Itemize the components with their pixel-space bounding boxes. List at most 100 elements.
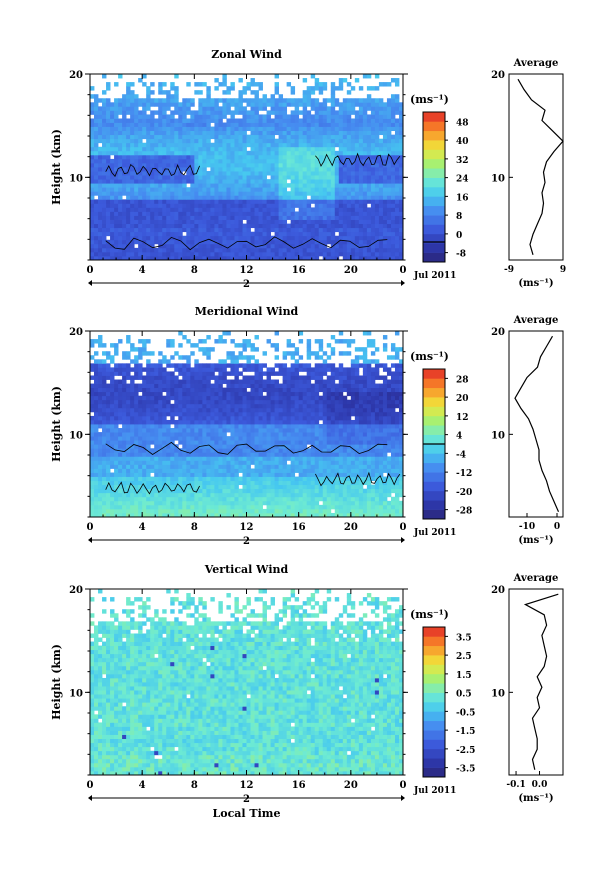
heatmap-cell xyxy=(354,183,360,188)
heatmap-cell xyxy=(90,512,95,518)
heatmap-cell xyxy=(170,154,175,160)
heatmap-cell xyxy=(374,207,380,212)
heatmap-cell xyxy=(370,199,376,204)
heatmap-cell xyxy=(174,110,179,115)
heatmap-cell xyxy=(358,235,364,241)
heatmap-cell xyxy=(398,231,404,237)
heatmap-cell xyxy=(162,432,167,437)
heatmap-cell xyxy=(274,154,279,160)
heatmap-cell xyxy=(394,476,400,482)
heatmap-cell xyxy=(290,203,296,208)
heatmap-cell xyxy=(382,179,388,184)
heatmap-cell xyxy=(266,436,271,441)
heatmap-cell xyxy=(214,106,219,111)
heatmap-cell xyxy=(106,432,111,437)
heatmap-cell xyxy=(378,98,384,103)
heatmap-cell xyxy=(186,428,191,433)
heatmap-cell xyxy=(310,480,316,486)
heatmap-cell xyxy=(374,126,380,132)
heatmap-cell xyxy=(230,110,235,115)
heatmap-cell xyxy=(342,235,348,241)
heatmap-cell xyxy=(258,179,263,184)
heatmap-cell xyxy=(174,223,179,229)
heatmap-cell xyxy=(154,231,159,237)
heatmap-cell xyxy=(122,456,127,461)
heatmap-cell xyxy=(270,98,275,103)
heatmap-cell xyxy=(350,142,356,148)
heatmap-cell xyxy=(242,492,247,498)
heatmap-cell xyxy=(158,460,163,465)
heatmap-cell xyxy=(206,231,211,237)
heatmap-cell xyxy=(154,432,159,437)
heatmap-cell xyxy=(298,247,304,253)
heatmap-cell xyxy=(382,440,388,445)
heatmap-cell xyxy=(206,154,211,160)
heatmap-cell xyxy=(98,223,103,229)
heatmap-cell xyxy=(214,472,219,477)
heatmap-cell xyxy=(386,484,392,490)
heatmap-cell xyxy=(154,492,159,498)
heatmap-cell xyxy=(114,460,119,465)
heatmap-cell xyxy=(106,199,111,204)
heatmap-cell xyxy=(90,167,95,172)
heatmap-cell xyxy=(94,432,99,437)
heatmap-cell xyxy=(166,183,171,188)
heatmap-cell xyxy=(266,154,271,160)
heatmap-cell xyxy=(186,464,191,469)
heatmap-cell xyxy=(338,456,344,461)
heatmap-cell xyxy=(382,82,388,87)
heatmap-cell xyxy=(298,448,304,453)
heatmap-cell xyxy=(158,150,163,156)
heatmap-cell xyxy=(382,207,388,212)
heatmap-cell xyxy=(398,219,404,225)
heatmap-cell xyxy=(134,255,139,261)
heatmap-cell xyxy=(370,158,376,164)
heatmap-cell xyxy=(226,223,231,229)
heatmap-cell xyxy=(110,215,115,220)
heatmap-cell xyxy=(310,167,316,172)
heatmap-cell xyxy=(290,428,296,433)
heatmap-cell xyxy=(394,199,400,204)
heatmap-cell xyxy=(202,436,207,441)
heatmap-cell xyxy=(178,239,183,245)
heatmap-cell xyxy=(230,468,235,473)
heatmap-cell xyxy=(342,162,348,168)
heatmap-cell xyxy=(130,247,135,253)
heatmap-cell xyxy=(362,118,368,123)
heatmap-cell xyxy=(210,118,215,123)
heatmap-cell xyxy=(318,444,324,449)
heatmap-cell xyxy=(286,138,292,144)
heatmap-cell xyxy=(270,480,275,486)
heatmap-cell xyxy=(378,162,384,168)
heatmap-cell xyxy=(250,243,255,249)
heatmap-cell xyxy=(366,162,372,168)
heatmap-cell xyxy=(306,183,312,188)
heatmap-cell xyxy=(374,211,380,216)
heatmap-cell xyxy=(254,150,259,156)
heatmap-cell xyxy=(382,138,388,144)
heatmap-cell xyxy=(354,78,360,83)
heatmap-cell xyxy=(106,512,111,518)
heatmap-cell xyxy=(274,90,279,95)
heatmap-cell xyxy=(286,167,292,172)
heatmap-cell xyxy=(302,428,308,433)
heatmap-cell xyxy=(298,500,304,506)
heatmap-cell xyxy=(174,126,179,132)
heatmap-cell xyxy=(166,90,171,95)
heatmap-cell xyxy=(342,211,348,216)
heatmap-cell xyxy=(358,452,364,457)
heatmap-cell xyxy=(226,227,231,233)
heatmap-cell xyxy=(294,432,300,437)
heatmap-cell xyxy=(262,448,267,453)
heatmap-cell xyxy=(350,484,356,490)
heatmap-cell xyxy=(370,215,376,220)
heatmap-cell xyxy=(110,146,115,152)
heatmap-cell xyxy=(302,500,308,506)
heatmap-cell xyxy=(178,203,183,208)
heatmap-cell xyxy=(254,122,259,127)
heatmap-cell xyxy=(182,195,187,200)
heatmap-cell xyxy=(242,247,247,253)
heatmap-cell xyxy=(122,432,127,437)
heatmap-cell xyxy=(274,191,279,196)
heatmap-cell xyxy=(182,247,187,253)
